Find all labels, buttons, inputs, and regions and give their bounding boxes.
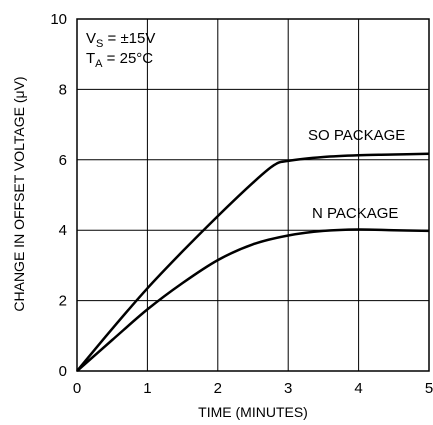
- ta-value: = 25°C: [103, 50, 154, 67]
- x-tick-label-4: 4: [354, 380, 362, 397]
- y-tick-label-1: 2: [59, 293, 67, 310]
- supply-voltage-annotation: VS = ±15V: [86, 30, 155, 50]
- y-tick-labels: 0 2 4 6 8 10: [50, 11, 67, 380]
- vs-main: V: [86, 30, 96, 47]
- series-line-so-package: [76, 152, 430, 372]
- temperature-annotation: TA = 25°C: [86, 50, 153, 70]
- y-tick-label-4: 8: [59, 81, 67, 98]
- series-lines: [76, 152, 430, 372]
- vs-value: = ±15V: [103, 30, 155, 47]
- x-tick-labels: 0 1 2 3 4 5: [73, 380, 433, 397]
- x-tick-label-5: 5: [425, 380, 433, 397]
- grid: [76, 18, 430, 372]
- series-line-n-package: [76, 228, 430, 372]
- y-tick-label-2: 4: [59, 222, 67, 239]
- vs-subscript: S: [96, 38, 103, 50]
- x-tick-label-0: 0: [73, 380, 81, 397]
- y-tick-label-3: 6: [59, 152, 67, 169]
- y-axis-title: CHANGE IN OFFSET VOLTAGE (μV): [11, 76, 27, 311]
- x-axis-title: TIME (MINUTES): [198, 404, 308, 420]
- series-label-n-package: N PACKAGE: [312, 205, 398, 222]
- series-label-so-package: SO PACKAGE: [308, 127, 405, 144]
- x-tick-label-2: 2: [214, 380, 222, 397]
- ta-main: T: [86, 50, 95, 67]
- y-tick-label-5: 10: [50, 11, 67, 28]
- plot-frame: [76, 18, 430, 372]
- x-tick-label-1: 1: [143, 380, 151, 397]
- x-tick-label-3: 3: [284, 380, 292, 397]
- ta-subscript: A: [95, 58, 103, 70]
- y-tick-label-0: 0: [59, 363, 67, 380]
